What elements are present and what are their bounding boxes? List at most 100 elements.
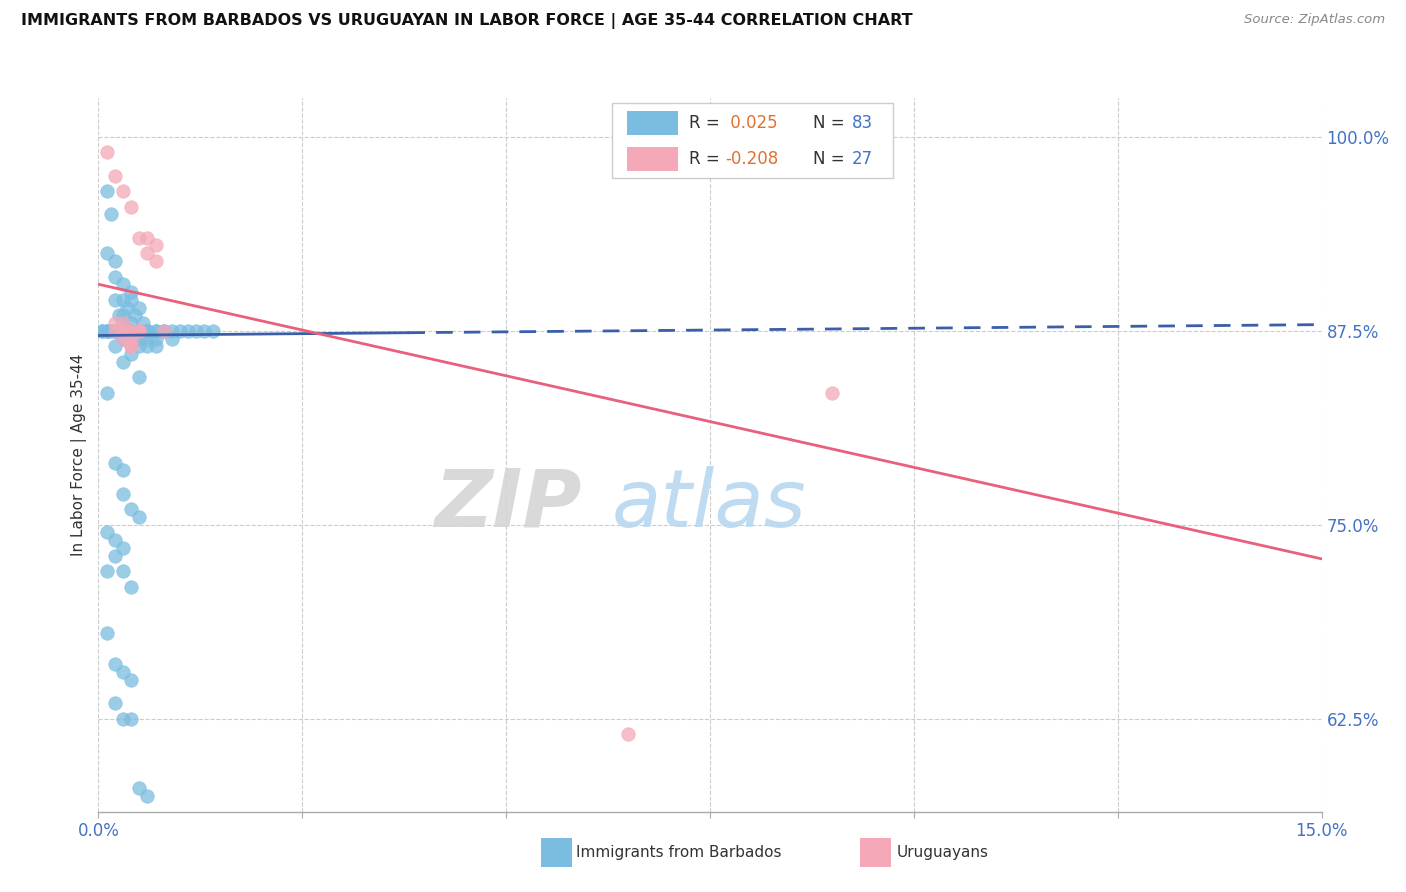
Point xyxy=(96,324,118,338)
Point xyxy=(111,355,134,369)
Point xyxy=(111,277,134,292)
Point xyxy=(120,580,142,594)
Point xyxy=(128,301,150,315)
Point xyxy=(104,339,127,353)
Point xyxy=(128,324,150,338)
Text: IMMIGRANTS FROM BARBADOS VS URUGUAYAN IN LABOR FORCE | AGE 35-44 CORRELATION CHA: IMMIGRANTS FROM BARBADOS VS URUGUAYAN IN… xyxy=(21,13,912,29)
Point xyxy=(169,324,191,338)
Bar xyxy=(627,146,678,171)
Point xyxy=(104,324,127,338)
Point xyxy=(111,665,134,679)
Point xyxy=(120,324,142,338)
Point xyxy=(120,712,142,726)
Point xyxy=(201,324,224,338)
Point xyxy=(128,324,150,338)
Point xyxy=(177,324,200,338)
Text: Uruguayans: Uruguayans xyxy=(897,846,988,860)
Point xyxy=(115,301,138,315)
Point xyxy=(120,339,142,353)
Text: N =: N = xyxy=(813,114,849,132)
Point xyxy=(160,332,183,346)
Point xyxy=(96,626,118,640)
Point xyxy=(100,207,122,221)
Point xyxy=(193,324,215,338)
Point xyxy=(104,254,127,268)
Point xyxy=(128,332,150,346)
Point xyxy=(104,696,127,710)
Point xyxy=(104,269,127,284)
Point xyxy=(152,324,174,338)
Point xyxy=(128,231,150,245)
Point xyxy=(128,324,150,338)
Point xyxy=(111,316,134,330)
Text: 83: 83 xyxy=(852,114,873,132)
Point xyxy=(136,324,159,338)
Point xyxy=(91,324,114,338)
Text: N =: N = xyxy=(813,150,849,168)
Point xyxy=(108,324,131,338)
Point xyxy=(145,238,167,252)
Point xyxy=(104,657,127,672)
Text: Immigrants from Barbados: Immigrants from Barbados xyxy=(576,846,782,860)
Point xyxy=(136,789,159,804)
Point xyxy=(120,324,142,338)
Y-axis label: In Labor Force | Age 35-44: In Labor Force | Age 35-44 xyxy=(72,354,87,556)
Point xyxy=(136,339,159,353)
Point xyxy=(821,385,844,400)
Point xyxy=(120,324,142,338)
FancyBboxPatch shape xyxy=(612,103,893,178)
Point xyxy=(111,324,134,338)
Point xyxy=(111,463,134,477)
Point xyxy=(120,200,142,214)
Text: -0.208: -0.208 xyxy=(725,150,779,168)
Text: 27: 27 xyxy=(852,150,873,168)
Point xyxy=(152,324,174,338)
Point xyxy=(96,324,118,338)
Point xyxy=(120,293,142,307)
Point xyxy=(100,324,122,338)
Text: atlas: atlas xyxy=(612,466,807,544)
Text: R =: R = xyxy=(689,150,725,168)
Point xyxy=(96,385,118,400)
Bar xyxy=(627,111,678,136)
Point xyxy=(128,370,150,384)
Point xyxy=(132,316,155,330)
Point xyxy=(96,145,118,160)
Point xyxy=(104,456,127,470)
Point xyxy=(111,324,134,338)
Point xyxy=(136,231,159,245)
Point xyxy=(111,332,134,346)
Point xyxy=(120,316,142,330)
Point xyxy=(111,184,134,198)
Point xyxy=(111,324,134,338)
Point xyxy=(128,324,150,338)
Point xyxy=(96,324,118,338)
Point xyxy=(91,324,114,338)
Point xyxy=(104,549,127,563)
Point xyxy=(104,316,127,330)
Point xyxy=(120,347,142,361)
Text: R =: R = xyxy=(689,114,725,132)
Point xyxy=(111,293,134,307)
Point xyxy=(124,308,146,322)
Point xyxy=(128,339,150,353)
Point xyxy=(96,564,118,578)
Text: ZIP: ZIP xyxy=(434,466,582,544)
Point xyxy=(111,712,134,726)
Point xyxy=(145,332,167,346)
Point xyxy=(96,525,118,540)
Point xyxy=(120,673,142,687)
Text: Source: ZipAtlas.com: Source: ZipAtlas.com xyxy=(1244,13,1385,27)
Text: 0.025: 0.025 xyxy=(725,114,778,132)
Point xyxy=(104,324,127,338)
Point xyxy=(111,324,134,338)
Point xyxy=(120,332,142,346)
Point xyxy=(108,308,131,322)
Point xyxy=(120,339,142,353)
Point xyxy=(145,339,167,353)
Point xyxy=(96,246,118,260)
Point xyxy=(111,486,134,500)
Point xyxy=(136,246,159,260)
Point xyxy=(128,510,150,524)
Point xyxy=(111,316,134,330)
